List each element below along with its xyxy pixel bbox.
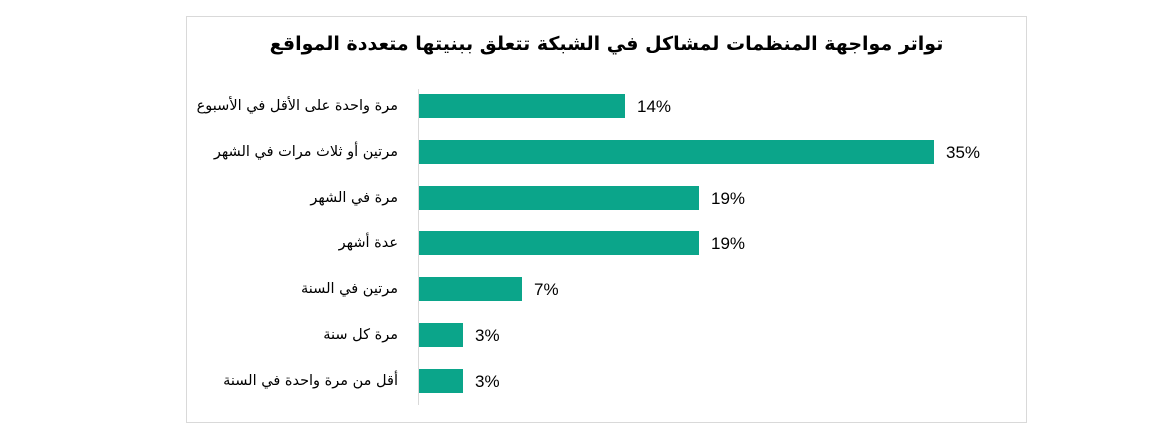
value-label: 19%: [711, 234, 746, 253]
bar-row: مرتين أو ثلاث مرات في الشهر 35%: [187, 140, 1028, 164]
bar-row: مرتين في السنة 7%: [187, 277, 1028, 301]
bar-row: أقل من مرة واحدة في السنة 3%: [187, 369, 1028, 393]
bar: [419, 277, 522, 301]
value-label: 7%: [534, 280, 559, 299]
category-label: مرة كل سنة: [323, 327, 398, 343]
category-label: مرة في الشهر: [310, 190, 398, 206]
category-axis-line: [418, 89, 419, 405]
value-label: 19%: [711, 189, 746, 208]
bar: [419, 231, 699, 255]
bar: [419, 94, 625, 118]
chart-title: تواتر مواجهة المنظمات لمشاكل في الشبكة ت…: [269, 33, 944, 55]
bar-row: مرة واحدة على الأقل في الأسبوع 14%: [187, 94, 1028, 118]
bar-row: عدة أشهر 19%: [187, 231, 1028, 255]
bar-row: مرة كل سنة 3%: [187, 323, 1028, 347]
value-label: 35%: [946, 143, 981, 162]
value-label: 3%: [475, 372, 500, 391]
bar: [419, 369, 463, 393]
category-label: مرتين أو ثلاث مرات في الشهر: [213, 144, 398, 160]
chart-frame: تواتر مواجهة المنظمات لمشاكل في الشبكة ت…: [186, 16, 1027, 423]
category-label: عدة أشهر: [338, 235, 398, 251]
category-label: أقل من مرة واحدة في السنة: [223, 373, 398, 389]
value-label: 3%: [475, 326, 500, 345]
bar: [419, 140, 934, 164]
category-label: مرة واحدة على الأقل في الأسبوع: [196, 98, 398, 114]
bar-row: مرة في الشهر 19%: [187, 186, 1028, 210]
value-label: 14%: [637, 97, 672, 116]
bar: [419, 323, 463, 347]
bar: [419, 186, 699, 210]
category-label: مرتين في السنة: [301, 281, 398, 297]
